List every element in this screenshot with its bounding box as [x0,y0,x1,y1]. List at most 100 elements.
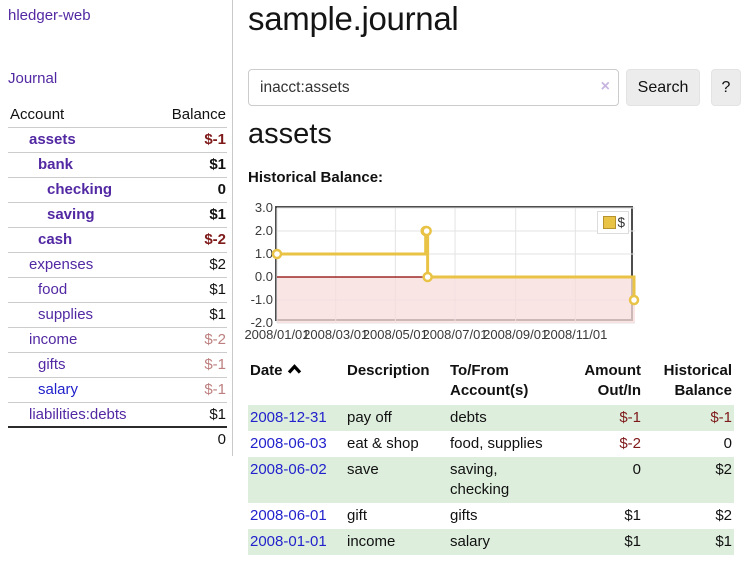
transaction-date-link[interactable]: 2008-12-31 [250,409,327,426]
account-row: bank $1 [8,153,227,178]
sidebar-account-link[interactable]: assets [29,131,76,148]
sidebar-account-link[interactable]: gifts [38,356,66,373]
transaction-accounts: salary [450,533,491,550]
x-axis-tick-label: 2008/07/01 [422,327,488,342]
account-balance: $1 [209,281,226,298]
account-balance: $1 [209,206,226,223]
legend-swatch-icon [603,216,617,229]
transaction-balance: $2 [715,507,732,524]
account-row: cash $-2 [8,228,227,253]
account-row: assets $-1 [8,128,227,153]
register-row: 2008-06-02 save saving, checking 0 $2 [248,457,734,503]
transaction-accounts: food, supplies [450,435,543,452]
chart-plot-area: $ [271,206,640,324]
transaction-amount: $-1 [619,409,641,426]
account-balance: $1 [209,406,226,423]
balance-chart: 3.0 2.0 1.0 0.0 -1.0 -2.0 $ 2008/01/01 2008/03… [244,200,738,346]
account-row: expenses $2 [8,253,227,278]
x-axis-tick-label: 2008/09/01 [483,327,549,342]
account-row: food $1 [8,278,227,303]
account-balance: $-2 [204,231,226,248]
chart-legend: $ [597,211,629,234]
accounts-table: Account Balance assets $-1 bank $1 checking 0… [8,103,227,453]
account-balance: $-1 [204,131,226,148]
chart-title: Historical Balance: [248,169,384,186]
page-title: sample.journal [248,0,459,37]
column-header-accounts: To/From Account(s) [450,362,529,399]
sort-ascending-icon [287,364,301,374]
transaction-accounts: gifts [450,507,478,524]
account-column-header: Account [10,106,65,123]
sidebar-account-link[interactable]: cash [38,231,73,248]
nav-journal-link[interactable]: Journal [8,70,58,87]
account-row: saving $1 [8,203,227,228]
transaction-description: income [347,533,396,550]
register-header-row: Date Description To/From Account(s) Amoun… [248,360,734,405]
transaction-balance: 0 [723,435,732,452]
account-balance: $2 [209,256,226,273]
sidebar-account-link[interactable]: saving [47,206,95,223]
sidebar: hledger-web Journal Account Balance asse… [0,0,233,456]
account-row: gifts $-1 [8,353,227,378]
account-row: income $-2 [8,328,227,353]
y-axis-tick-label: 2.0 [254,223,273,238]
account-balance: $-1 [204,356,226,373]
y-axis-tick-label: -1.0 [250,292,273,307]
search-bar: × Search ? [248,69,741,106]
column-header-description: Description [347,362,430,379]
accounts-table-header: Account Balance [8,103,227,128]
account-heading: assets [248,118,332,150]
account-row: checking 0 [8,178,227,203]
transaction-amount: $-2 [619,435,641,452]
transaction-amount: 0 [632,461,641,478]
transaction-balance: $2 [715,461,732,478]
transaction-description: pay off [347,409,392,426]
account-balance: $-1 [204,381,226,398]
sidebar-account-link[interactable]: food [38,281,68,298]
y-axis-tick-label: 1.0 [254,246,273,261]
column-header-amount: Amount Out/In [584,362,641,399]
transaction-accounts: debts [450,409,487,426]
transaction-accounts: saving, checking [450,461,510,498]
clear-search-icon[interactable]: × [600,78,610,95]
sidebar-account-link[interactable]: checking [47,181,113,198]
account-row: supplies $1 [8,303,227,328]
y-axis-tick-label: 0.0 [254,269,273,284]
register-row: 2008-06-03 eat & shop food, supplies $-2 0 [248,431,734,457]
transaction-date-link[interactable]: 2008-06-02 [250,461,327,478]
search-button[interactable]: Search [626,69,700,106]
sidebar-account-link[interactable]: bank [38,156,74,173]
sidebar-account-link[interactable]: income [29,331,78,348]
x-axis-tick-label: 2008/01/01 [244,327,310,342]
register-row: 2008-12-31 pay off debts $-1 $-1 [248,405,734,431]
legend-label: $ [617,215,625,230]
sidebar-account-link[interactable]: supplies [38,306,94,323]
accounts-total: 0 [217,431,226,448]
transaction-description: eat & shop [347,435,419,452]
sidebar-account-link[interactable]: expenses [29,256,94,273]
search-input[interactable] [248,69,619,106]
x-axis-tick-label: 2008/05/01 [362,327,428,342]
help-button[interactable]: ? [711,69,741,106]
sidebar-account-link[interactable]: liabilities:debts [29,406,127,423]
account-balance: 0 [217,181,226,198]
transaction-amount: $1 [624,507,641,524]
x-axis-tick-label: 2008/03/01 [303,327,369,342]
transaction-date-link[interactable]: 2008-06-03 [250,435,327,452]
y-axis-tick-label: -2.0 [250,315,273,330]
register-row: 2008-01-01 income salary $1 $1 [248,529,734,555]
sidebar-account-link[interactable]: salary [38,381,79,398]
chart-canvas [271,207,640,324]
brand-link[interactable]: hledger-web [8,7,91,24]
account-balance: $1 [209,306,226,323]
account-row: liabilities:debts $1 [8,403,227,428]
column-header-date[interactable]: Date [248,360,345,405]
transaction-date-link[interactable]: 2008-01-01 [250,533,327,550]
transaction-description: gift [347,507,368,524]
transaction-balance: $1 [715,533,732,550]
column-header-balance: Historical Balance [663,362,732,399]
transaction-date-link[interactable]: 2008-06-01 [250,507,327,524]
account-row: salary $-1 [8,378,227,403]
account-balance: $1 [209,156,226,173]
transaction-description: save [347,461,379,478]
